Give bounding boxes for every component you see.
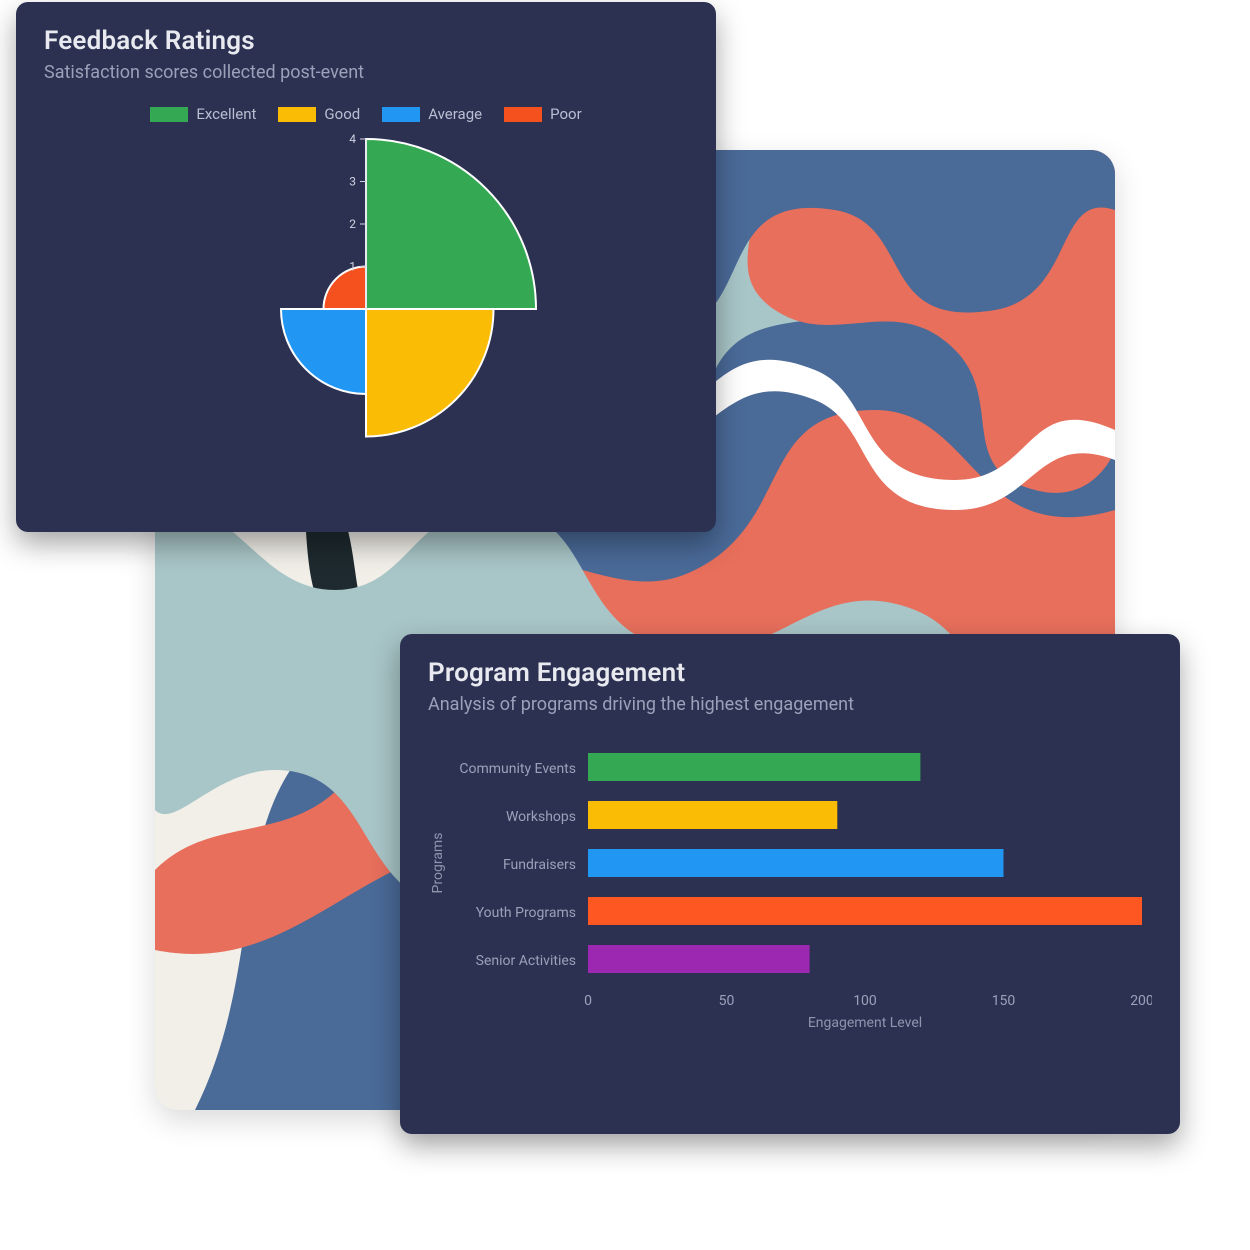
stage: Feedback Ratings Satisfaction scores col…	[0, 0, 1250, 1250]
horizontal-bar-chart: 0 50 100 150 200 Programs Engagement Level Comm…	[428, 743, 1152, 1039]
polar-slice	[281, 309, 366, 394]
legend-item: Poor	[504, 105, 582, 123]
legend-label: Good	[324, 105, 360, 123]
bar	[588, 897, 1142, 925]
bar	[588, 753, 920, 781]
bar-label: Senior Activities	[476, 953, 576, 969]
bar-chart-container: 0 50 100 150 200 Programs Engagement Level Comm…	[428, 743, 1152, 1043]
card-subtitle: Analysis of programs driving the highest…	[428, 694, 1152, 715]
bar	[588, 945, 810, 973]
x-tick-label: 50	[719, 993, 735, 1009]
card-subtitle: Satisfaction scores collected post-event	[44, 62, 688, 83]
legend-swatch	[278, 107, 316, 122]
radial-tick-label: 2	[349, 217, 356, 231]
bar	[588, 849, 1004, 877]
x-tick-label: 150	[992, 993, 1016, 1009]
x-tick-label: 200	[1130, 993, 1152, 1009]
legend-label: Average	[428, 105, 482, 123]
x-axis-title: Engagement Level	[808, 1015, 922, 1031]
x-tick-label: 0	[584, 993, 592, 1009]
legend-item: Good	[278, 105, 360, 123]
legend-item: Average	[382, 105, 482, 123]
polar-slice	[324, 267, 367, 310]
bar-label: Community Events	[459, 761, 576, 777]
program-engagement-card: Program Engagement Analysis of programs …	[400, 634, 1180, 1134]
legend-swatch	[382, 107, 420, 122]
polar-slice	[366, 309, 494, 437]
radial-tick-label: 4	[349, 132, 356, 146]
card-title: Feedback Ratings	[44, 26, 688, 56]
chart-legend: Excellent Good Average Poor	[44, 105, 688, 123]
legend-swatch	[504, 107, 542, 122]
legend-label: Poor	[550, 105, 582, 123]
polar-slice	[366, 139, 536, 309]
x-tick-label: 100	[853, 993, 877, 1009]
bar	[588, 801, 837, 829]
bar-label: Workshops	[506, 809, 576, 825]
feedback-ratings-card: Feedback Ratings Satisfaction scores col…	[16, 2, 716, 532]
polar-chart-container: 1 2 3 4	[44, 129, 688, 489]
radial-tick-label: 3	[349, 175, 356, 189]
y-axis-title: Programs	[430, 833, 446, 894]
polar-area-chart: 1 2 3 4	[186, 129, 546, 489]
bar-label: Youth Programs	[476, 905, 576, 921]
legend-swatch	[150, 107, 188, 122]
legend-item: Excellent	[150, 105, 256, 123]
legend-label: Excellent	[196, 105, 256, 123]
radial-tick-label: 1	[349, 260, 356, 274]
card-title: Program Engagement	[428, 658, 1152, 688]
bar-label: Fundraisers	[503, 857, 576, 873]
